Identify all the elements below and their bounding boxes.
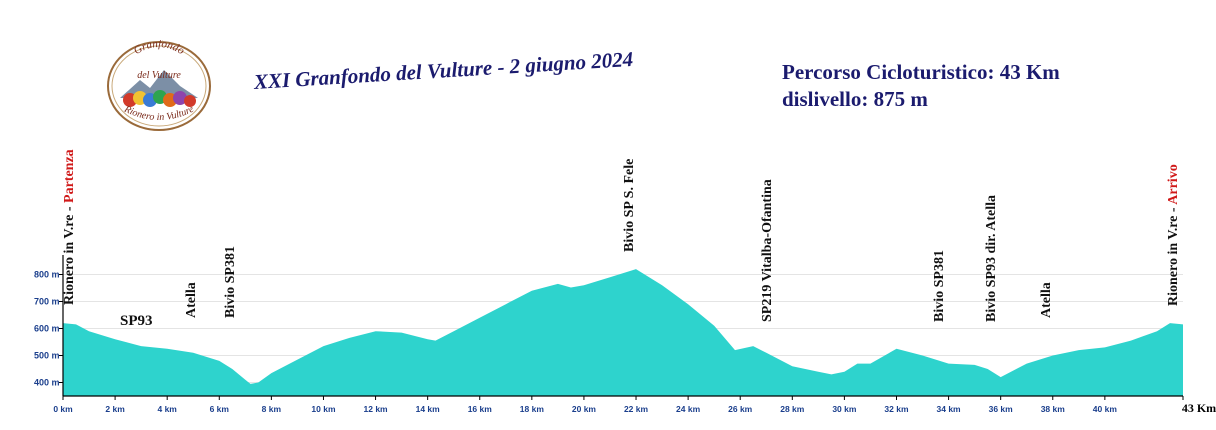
x-tick-label: 12 km	[364, 404, 389, 414]
logo-mid-text: del Vulture	[137, 70, 181, 81]
waypoint-name: Atella	[184, 282, 200, 318]
x-tick-label: 10 km	[311, 404, 336, 414]
x-tick-label: 22 km	[624, 404, 649, 414]
x-tick-label: 14 km	[416, 404, 441, 414]
x-tick-label: 8 km	[262, 404, 282, 414]
x-tick-label: 32 km	[884, 404, 909, 414]
x-tick-label: 43 Km	[1182, 401, 1216, 415]
route-distance: Percorso Cicloturistico: 43 Km	[782, 60, 1060, 84]
y-tick-label: 400 m	[34, 378, 60, 388]
waypoint-label: Bivio SP381	[932, 250, 948, 322]
waypoint-name: Bivio SP381	[223, 246, 239, 318]
x-tick-label: 30 km	[832, 404, 857, 414]
y-tick-label: 600 m	[34, 324, 60, 334]
waypoint-name: SP219 Vitalba-Ofantina	[759, 179, 775, 322]
y-tick-label: 800 m	[34, 270, 60, 280]
waypoint-name: Bivio SP93 dir. Atella	[983, 194, 999, 322]
waypoint-name: Rionero in V.re -	[1166, 204, 1182, 306]
waypoint-label: Rionero in V.re - Arrivo	[1166, 164, 1182, 306]
waypoint-name: Bivio SP381	[931, 250, 947, 322]
waypoint-label: Atella	[184, 282, 200, 318]
x-axis-ticks: 0 km 2 km 4 km 6 km 8 km 10 km 12 km 14 km 16 km…	[53, 396, 1216, 415]
x-tick-label: 36 km	[989, 404, 1014, 414]
x-tick-label: 16 km	[468, 404, 493, 414]
waypoint-label: Bivio SP93 dir. Atella	[984, 195, 1000, 322]
granfondo-logo: Granfondo del Vulture Rionero in Vulture	[107, 40, 211, 131]
x-tick-label: 40 km	[1093, 404, 1118, 414]
x-tick-label: 4 km	[157, 404, 177, 414]
waypoint-label: SP219 Vitalba-Ofantina	[760, 179, 776, 322]
waypoint-name: Rionero in V.re -	[61, 202, 77, 305]
y-axis-ticks: 400 m 500 m 600 m 700 m 800 m	[34, 270, 63, 388]
x-tick-label: 26 km	[728, 404, 753, 414]
elevation-area	[63, 269, 1183, 396]
waypoint-highlight: Partenza	[61, 149, 77, 203]
x-tick-label: 6 km	[210, 404, 230, 414]
x-tick-label: 18 km	[520, 404, 545, 414]
waypoint-name: Atella	[1038, 282, 1054, 318]
y-tick-label: 700 m	[34, 297, 60, 307]
x-tick-label: 24 km	[676, 404, 701, 414]
y-tick-label: 500 m	[34, 351, 60, 361]
road-label-sp93: SP93	[120, 313, 153, 329]
x-tick-label: 2 km	[105, 404, 125, 414]
waypoint-label: Bivio SP S. Fele	[622, 159, 638, 252]
x-tick-label: 0 km	[53, 404, 73, 414]
route-elevation-gain: dislivello: 875 m	[782, 87, 928, 111]
waypoint-highlight: Arrivo	[1166, 164, 1182, 205]
x-tick-label: 20 km	[572, 404, 597, 414]
x-tick-label: 28 km	[780, 404, 805, 414]
x-tick-label: 34 km	[937, 404, 962, 414]
waypoint-label: Rionero in V.re - Partenza	[62, 149, 78, 305]
waypoint-name: Bivio SP S. Fele	[621, 158, 637, 252]
waypoint-label: Bivio SP381	[223, 246, 239, 318]
x-tick-label: 38 km	[1041, 404, 1066, 414]
waypoint-label: Atella	[1039, 282, 1055, 318]
